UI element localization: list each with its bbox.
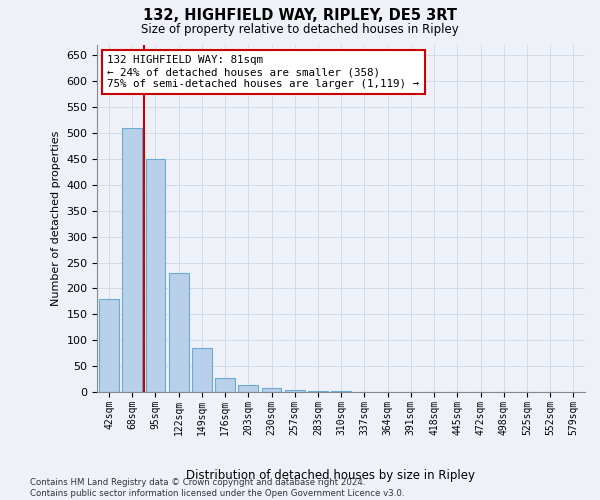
Text: 132 HIGHFIELD WAY: 81sqm
← 24% of detached houses are smaller (358)
75% of semi-: 132 HIGHFIELD WAY: 81sqm ← 24% of detach…	[107, 56, 419, 88]
Bar	[238, 386, 258, 392]
Bar	[215, 378, 235, 392]
Bar	[308, 390, 328, 392]
Bar	[262, 388, 281, 392]
Bar	[331, 391, 351, 392]
Y-axis label: Number of detached properties: Number of detached properties	[51, 131, 61, 306]
Bar	[146, 159, 166, 392]
Text: 132, HIGHFIELD WAY, RIPLEY, DE5 3RT: 132, HIGHFIELD WAY, RIPLEY, DE5 3RT	[143, 8, 457, 22]
Text: Distribution of detached houses by size in Ripley: Distribution of detached houses by size …	[185, 470, 475, 482]
Bar	[192, 348, 212, 392]
Bar	[99, 299, 119, 392]
Bar	[169, 273, 188, 392]
Text: Size of property relative to detached houses in Ripley: Size of property relative to detached ho…	[141, 22, 459, 36]
Text: Contains HM Land Registry data © Crown copyright and database right 2024.
Contai: Contains HM Land Registry data © Crown c…	[30, 478, 404, 498]
Bar	[122, 128, 142, 392]
Bar	[285, 390, 305, 392]
